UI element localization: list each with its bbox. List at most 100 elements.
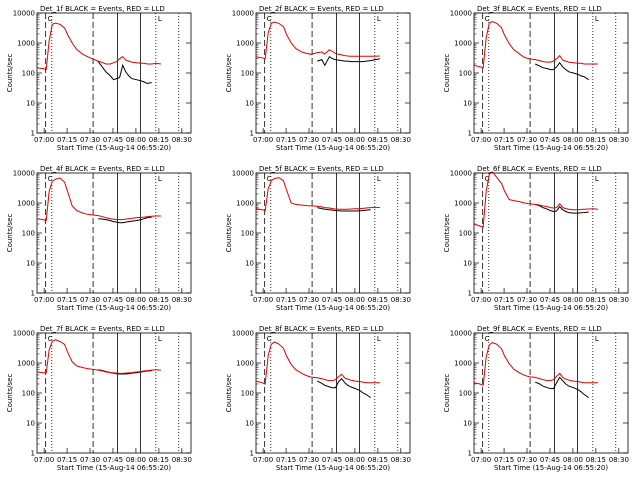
y-tick-label: 100 — [22, 390, 35, 398]
x-tick-label: 08:15 — [586, 136, 606, 144]
y-tick-label: 10 — [463, 260, 472, 268]
x-tick-label: 08:30 — [172, 456, 192, 464]
x-tick-label: 08:15 — [586, 456, 606, 464]
x-tick-label: 07:45 — [103, 456, 123, 464]
chart-panel-7: Det_7f BLACK = Events, RED = LLD 1 10 100 10… — [6, 325, 192, 472]
x-tick-label: 07:45 — [103, 296, 123, 304]
y-tick-label: 1 — [31, 290, 35, 298]
plot-frame — [255, 12, 411, 134]
y-tick-label: 1000 — [17, 200, 35, 208]
x-tick-label: 07:00 — [34, 456, 54, 464]
x-tick-label: 07:30 — [80, 296, 100, 304]
x-tick-label: 07:30 — [517, 296, 537, 304]
y-axis-label: Counts/sec — [6, 374, 14, 413]
x-tick-label: 07:15 — [57, 136, 77, 144]
series-line-events — [535, 376, 589, 399]
series-line-lld — [36, 22, 161, 71]
series-line-lld — [36, 177, 161, 222]
y-tick-label: 10000 — [232, 170, 254, 178]
y-axis-label: Counts/sec — [225, 54, 233, 93]
chart-panel-3: Det_3f BLACK = Events, RED = LLD 1 10 100 10… — [443, 5, 629, 152]
y-tick-label: 10000 — [13, 170, 35, 178]
x-tick-label: 07:45 — [540, 296, 560, 304]
y-tick-label: 1 — [31, 130, 35, 138]
y-tick-label: 10 — [245, 420, 254, 428]
x-tick-label: 07:00 — [34, 136, 54, 144]
x-tick-label: 08:00 — [563, 456, 583, 464]
chart-panel-5: Det_5f BLACK = Events, RED = LLD 1 10 100 10… — [225, 165, 411, 312]
series-line-lld — [255, 341, 380, 385]
y-tick-label: 100 — [459, 70, 472, 78]
chart-title: Det_2f BLACK = Events, RED = LLD — [259, 5, 384, 13]
x-tick-label: 07:00 — [471, 296, 491, 304]
series-line-lld — [255, 177, 380, 212]
y-tick-label: 1 — [31, 450, 35, 458]
marker-c-label: C — [267, 15, 272, 23]
y-axis-label: Counts/sec — [225, 374, 233, 413]
y-tick-label: 10000 — [232, 330, 254, 338]
series-line-lld — [255, 21, 380, 60]
series-line-lld — [36, 339, 161, 374]
y-tick-label: 10 — [26, 420, 35, 428]
marker-l-label: L — [158, 15, 162, 23]
series-line-events — [316, 377, 371, 399]
y-tick-label: 10000 — [450, 170, 472, 178]
x-tick-label: 08:00 — [126, 456, 146, 464]
plot-frame — [36, 172, 192, 294]
x-tick-label: 07:45 — [322, 136, 342, 144]
y-tick-label: 10 — [245, 100, 254, 108]
y-tick-label: 100 — [459, 390, 472, 398]
chart-panel-6: Det_6f BLACK = Events, RED = LLD 1 10 100 10… — [443, 165, 629, 312]
y-tick-label: 100 — [22, 70, 35, 78]
series-line-events — [535, 203, 589, 214]
x-tick-label: 07:45 — [540, 136, 560, 144]
x-tick-label: 08:15 — [586, 296, 606, 304]
y-tick-label: 100 — [241, 70, 254, 78]
y-tick-label: 100 — [459, 230, 472, 238]
x-axis-label: Start Time (15-Aug-14 06:55:20) — [494, 304, 608, 312]
plot-frame — [36, 12, 192, 134]
x-axis-label: Start Time (15-Aug-14 06:55:20) — [276, 464, 390, 472]
x-axis-label: Start Time (15-Aug-14 06:55:20) — [494, 464, 608, 472]
x-axis-label: Start Time (15-Aug-14 06:55:20) — [57, 144, 171, 152]
marker-c-label: C — [48, 335, 53, 343]
x-tick-label: 08:30 — [172, 136, 192, 144]
x-axis-label: Start Time (15-Aug-14 06:55:20) — [57, 464, 171, 472]
marker-l-label: L — [595, 335, 599, 343]
marker-c-label: C — [48, 175, 53, 183]
plot-frame — [473, 332, 629, 454]
y-tick-label: 100 — [241, 230, 254, 238]
y-axis-label: Counts/sec — [6, 54, 14, 93]
y-tick-label: 1 — [250, 130, 254, 138]
x-tick-label: 07:15 — [276, 296, 296, 304]
x-tick-label: 07:30 — [299, 296, 319, 304]
plot-frame — [255, 332, 411, 454]
chart-panel-9: Det_9f BLACK = Events, RED = LLD 1 10 100 10… — [443, 325, 629, 472]
x-tick-label: 07:15 — [276, 456, 296, 464]
y-tick-label: 1 — [250, 450, 254, 458]
x-tick-label: 07:30 — [517, 136, 537, 144]
y-tick-label: 1000 — [236, 40, 254, 48]
x-tick-label: 07:00 — [34, 296, 54, 304]
x-axis-label: Start Time (15-Aug-14 06:55:20) — [494, 144, 608, 152]
y-tick-label: 100 — [22, 230, 35, 238]
chart-title: Det_4f BLACK = Events, RED = LLD — [40, 165, 165, 173]
x-tick-label: 08:15 — [149, 136, 169, 144]
y-tick-label: 10 — [463, 420, 472, 428]
x-tick-label: 08:30 — [172, 296, 192, 304]
y-tick-label: 1000 — [17, 40, 35, 48]
y-tick-label: 1000 — [454, 360, 472, 368]
x-tick-label: 07:45 — [103, 136, 123, 144]
x-tick-label: 07:30 — [299, 456, 319, 464]
plot-frame — [473, 172, 629, 294]
x-tick-label: 08:30 — [391, 456, 411, 464]
y-tick-label: 100 — [241, 390, 254, 398]
x-tick-label: 08:15 — [368, 136, 388, 144]
y-tick-label: 1000 — [17, 360, 35, 368]
y-axis-label: Counts/sec — [6, 214, 14, 253]
y-axis-label: Counts/sec — [225, 214, 233, 253]
plot-frame — [36, 332, 192, 454]
chart-panel-2: Det_2f BLACK = Events, RED = LLD 1 10 100 10… — [225, 5, 411, 152]
marker-l-label: L — [377, 15, 381, 23]
